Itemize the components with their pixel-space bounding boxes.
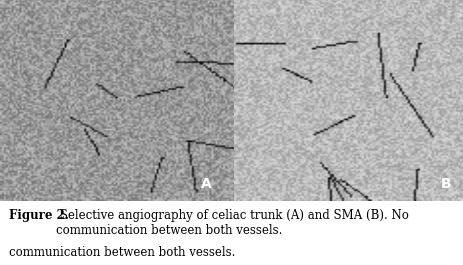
Text: Figure 2.: Figure 2. <box>9 209 69 222</box>
Text: Selective angiography of celiac trunk (A) and SMA (B). No communication between : Selective angiography of celiac trunk (A… <box>56 209 408 237</box>
Text: communication between both vessels.: communication between both vessels. <box>9 246 235 259</box>
Text: A: A <box>200 177 211 191</box>
Text: B: B <box>439 177 450 191</box>
